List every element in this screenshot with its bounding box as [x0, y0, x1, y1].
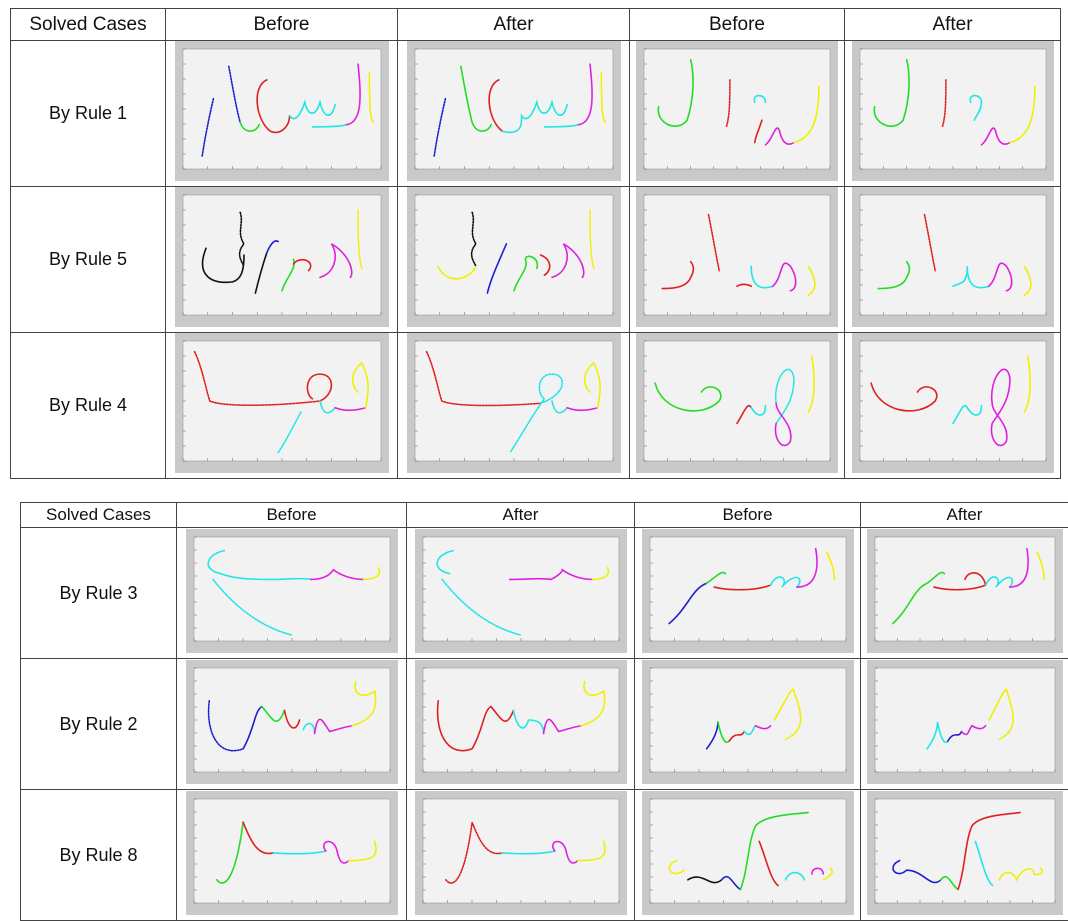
header-solved-cases: Solved Cases [11, 9, 166, 41]
table-row: By Rule 3 [21, 528, 1068, 659]
table-row: By Rule 1 [11, 41, 1061, 187]
table-row: By Rule 4 [11, 333, 1061, 479]
plot-cell [861, 790, 1068, 921]
header-before: Before [177, 503, 407, 528]
plot-cell [177, 528, 407, 659]
plot-area [875, 668, 1055, 772]
plot-area [415, 195, 613, 315]
stroke-plot [407, 333, 621, 473]
stroke-plot [186, 791, 398, 915]
table-row: By Rule 8 [21, 790, 1068, 921]
plot-cell [398, 333, 630, 479]
header-before: Before [166, 9, 398, 41]
plot-cell [861, 528, 1068, 659]
stroke-plot [867, 791, 1063, 915]
stroke-plot [867, 660, 1063, 784]
stroke-plot [415, 660, 627, 784]
stroke-plot [642, 791, 854, 915]
plot-cell [177, 659, 407, 790]
plot-cell [861, 659, 1068, 790]
row-label: By Rule 2 [21, 659, 177, 790]
stroke-plot [407, 41, 621, 181]
header-after: After [861, 503, 1068, 528]
stroke-plot [186, 660, 398, 784]
plot-area [423, 537, 619, 641]
plot-cell [166, 187, 398, 333]
plot-area [423, 799, 619, 903]
row-label: By Rule 3 [21, 528, 177, 659]
plot-cell [630, 187, 845, 333]
plot-cell [177, 790, 407, 921]
plot-cell [635, 790, 861, 921]
results-table-1: Solved Cases Before After Before After B… [10, 8, 1061, 479]
stroke-plot [642, 529, 854, 653]
header-solved-cases: Solved Cases [21, 503, 177, 528]
stroke-plot [867, 529, 1063, 653]
header-after: After [407, 503, 635, 528]
stroke-plot [636, 333, 838, 473]
plot-area [194, 537, 390, 641]
stroke-plot [407, 187, 621, 327]
plot-area [415, 341, 613, 461]
plot-cell [635, 659, 861, 790]
table-row: By Rule 2 [21, 659, 1068, 790]
row-label: By Rule 8 [21, 790, 177, 921]
header-after: After [398, 9, 630, 41]
plot-cell [407, 659, 635, 790]
plot-area [194, 668, 390, 772]
plot-cell [166, 41, 398, 187]
plot-cell [845, 41, 1061, 187]
plot-cell [630, 41, 845, 187]
plot-area [644, 341, 830, 461]
plot-cell [407, 528, 635, 659]
plot-area [860, 195, 1046, 315]
stroke-plot [186, 529, 398, 653]
table-row: By Rule 5 [11, 187, 1061, 333]
row-label: By Rule 4 [11, 333, 166, 479]
plot-area [644, 49, 830, 169]
row-label: By Rule 5 [11, 187, 166, 333]
table-header: Solved Cases Before After Before After [11, 9, 1061, 41]
plot-area [183, 195, 381, 315]
stroke-plot [852, 41, 1054, 181]
stroke-plot [636, 187, 838, 327]
header-after: After [845, 9, 1061, 41]
stroke-plot [415, 529, 627, 653]
plot-area [650, 668, 846, 772]
plot-cell [845, 187, 1061, 333]
plot-cell [635, 528, 861, 659]
header-before: Before [630, 9, 845, 41]
plot-area [423, 668, 619, 772]
stroke-plot [852, 333, 1054, 473]
stroke-plot [175, 187, 389, 327]
header-before: Before [635, 503, 861, 528]
stroke-plot [415, 791, 627, 915]
plot-cell [630, 333, 845, 479]
plot-area [875, 799, 1055, 903]
plot-area [644, 195, 830, 315]
plot-cell [166, 333, 398, 479]
plot-area [183, 341, 381, 461]
plot-area [860, 49, 1046, 169]
plot-cell [407, 790, 635, 921]
plot-area [860, 341, 1046, 461]
stroke-plot [175, 41, 389, 181]
stroke-plot [852, 187, 1054, 327]
plot-area [415, 49, 613, 169]
stroke-plot [636, 41, 838, 181]
plot-area [194, 799, 390, 903]
table-header: Solved Cases Before After Before After [21, 503, 1068, 528]
plot-cell [845, 333, 1061, 479]
results-table-2: Solved Cases Before After Before After B… [20, 502, 1068, 921]
plot-area [650, 799, 846, 903]
stroke-plot [642, 660, 854, 784]
row-label: By Rule 1 [11, 41, 166, 187]
stroke-plot [175, 333, 389, 473]
plot-cell [398, 187, 630, 333]
plot-cell [398, 41, 630, 187]
plot-area [183, 49, 381, 169]
